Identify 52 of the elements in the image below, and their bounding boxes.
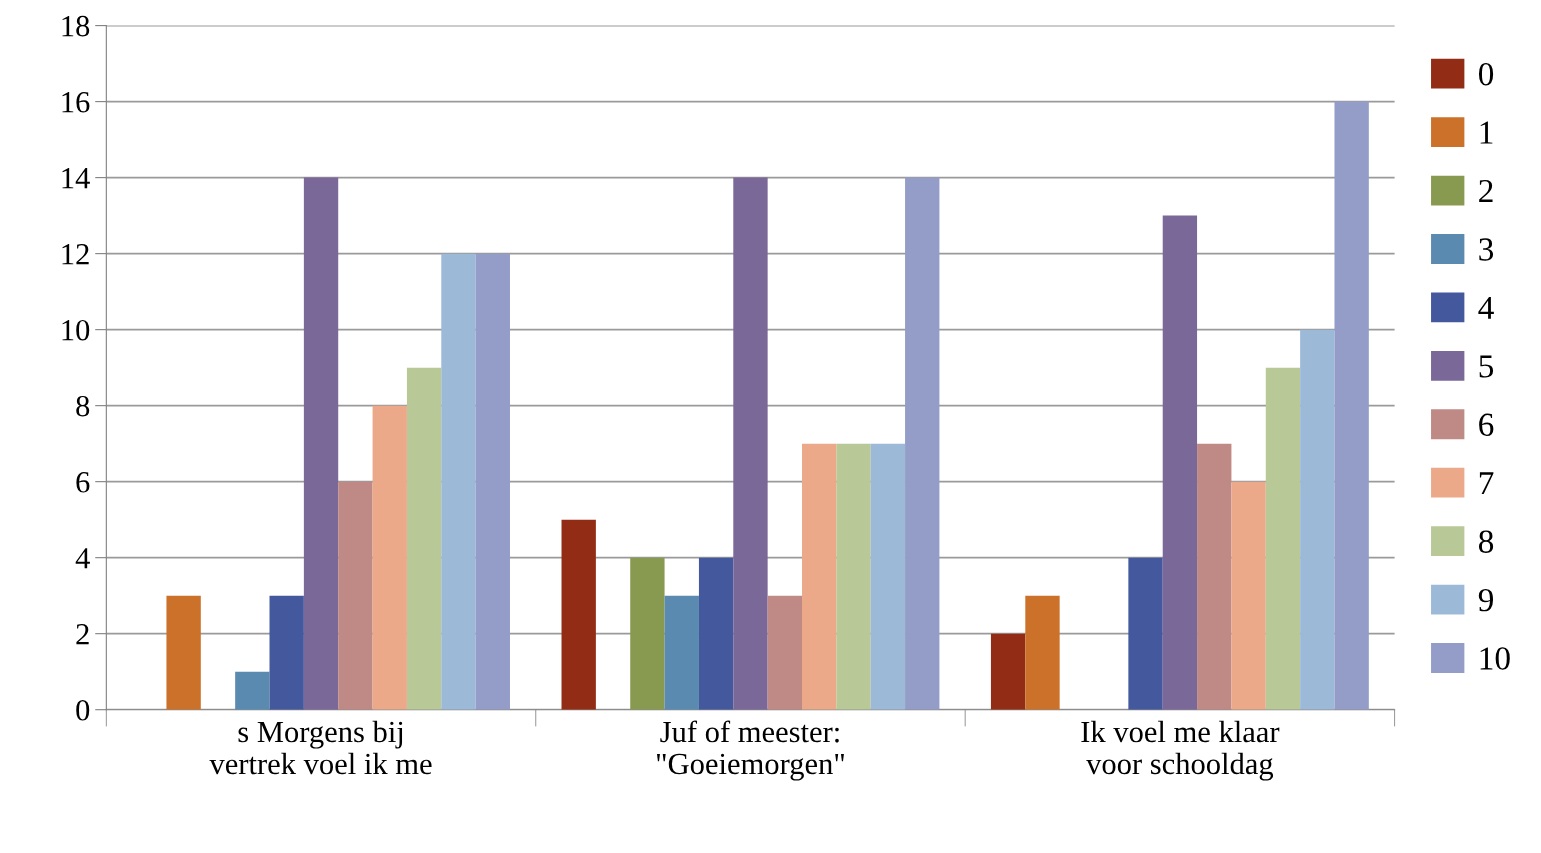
bar — [870, 443, 906, 710]
y-tick-label: 0 — [76, 699, 90, 721]
legend-label: 4 — [1478, 296, 1494, 319]
bar — [372, 405, 407, 710]
bar — [733, 177, 768, 710]
bar — [303, 177, 339, 710]
legend-label: 1 — [1480, 121, 1493, 144]
bar — [990, 633, 1026, 710]
legend-label: 5 — [1479, 355, 1494, 378]
bar — [767, 595, 802, 710]
legend-label: 9 — [1478, 588, 1494, 612]
y-tick-label: 18 — [62, 15, 90, 37]
y-tick-label: 2 — [76, 624, 89, 645]
y-tick-label: 14 — [62, 168, 90, 189]
bar — [836, 443, 871, 710]
y-tick-label: 6 — [76, 472, 90, 493]
bar — [1025, 595, 1060, 710]
y-tick-label: 10 — [62, 319, 90, 341]
bar — [1128, 557, 1163, 710]
y-tick-label: 16 — [62, 91, 90, 113]
legend-label: 6 — [1479, 413, 1494, 437]
x-tick-label: Ik voel me klaar voor schooldag — [1081, 720, 1280, 781]
bar — [1197, 443, 1232, 710]
y-tick-label: 12 — [62, 243, 89, 265]
bar — [802, 443, 837, 710]
bar — [698, 557, 734, 710]
bar — [664, 595, 699, 710]
bar — [1334, 101, 1369, 710]
x-tick-label: s Morgens bij vertrek voel ik me — [209, 720, 432, 775]
bar — [338, 481, 373, 710]
bar — [441, 253, 476, 710]
bar — [475, 253, 510, 710]
legend-label: 8 — [1478, 530, 1494, 553]
bar — [1300, 329, 1335, 710]
x-tick-label: Juf of meester: "Goeiemorgen" — [657, 720, 844, 781]
bar — [1162, 215, 1198, 710]
bar — [406, 367, 442, 710]
bar — [561, 519, 596, 710]
legend-label: 7 — [1479, 472, 1494, 495]
bar — [269, 595, 304, 710]
bar — [630, 557, 665, 710]
legend-label: 0 — [1478, 62, 1494, 86]
legend-label: 2 — [1479, 179, 1493, 202]
bar — [1265, 367, 1301, 710]
y-tick-label: 8 — [76, 395, 90, 417]
bar — [235, 671, 270, 710]
bar — [166, 595, 201, 710]
legend-label: 3 — [1479, 238, 1494, 261]
y-tick-label: 4 — [75, 548, 90, 569]
bar — [905, 177, 940, 710]
bar — [1231, 481, 1266, 710]
legend-label: 10 — [1480, 647, 1510, 670]
